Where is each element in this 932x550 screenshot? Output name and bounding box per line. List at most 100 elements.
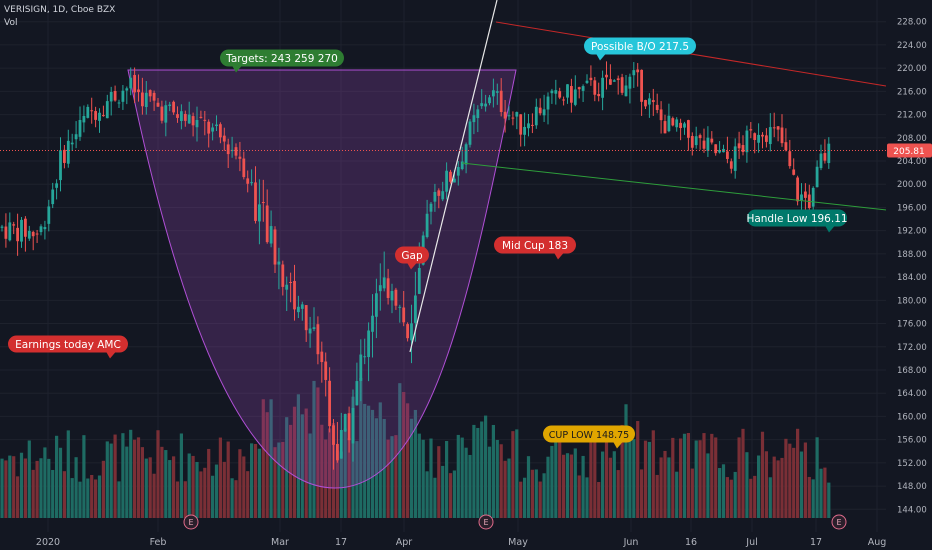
annotation-tail <box>825 225 835 233</box>
volume-bar <box>413 409 417 518</box>
volume-bar <box>417 433 421 518</box>
candle-body <box>519 114 523 135</box>
candle-body <box>538 107 542 114</box>
candle-body <box>776 126 780 130</box>
volume-bar <box>757 455 761 518</box>
candle-body <box>671 118 675 126</box>
candle-body <box>332 425 335 445</box>
annotation-bubble[interactable]: Earnings today AMC <box>8 335 128 359</box>
volume-bar <box>292 406 297 518</box>
candle-body <box>386 278 390 298</box>
y-tick-label: 148.00 <box>897 482 927 492</box>
volume-bar <box>62 471 66 518</box>
candle-body <box>183 113 187 121</box>
y-tick-label: 196.00 <box>897 203 927 213</box>
volume-bar <box>359 377 363 518</box>
annotation-bg <box>220 49 344 67</box>
candle-body <box>581 86 585 91</box>
annotation-bubble[interactable]: Possible B/O 217.5 <box>584 37 696 61</box>
volume-bar <box>406 403 410 518</box>
volume-bar <box>616 470 620 518</box>
candle-body <box>320 351 324 363</box>
candle-body <box>503 111 507 119</box>
annotation-tail <box>596 53 606 61</box>
last-price-badge: 205.81 <box>887 143 932 158</box>
candle-body <box>534 106 538 126</box>
earnings-marker[interactable]: E <box>831 514 847 530</box>
volume-bar <box>129 429 133 518</box>
volume-label: Vol <box>4 18 17 28</box>
volume-bar <box>515 429 519 518</box>
volume-bar <box>265 412 269 518</box>
annotation-bubble[interactable]: Targets: 243 259 270 <box>220 49 344 73</box>
volume-bar <box>55 435 59 518</box>
candle-body <box>499 90 503 113</box>
candle-body <box>312 327 316 329</box>
volume-bar <box>503 460 507 518</box>
candle-body <box>687 120 690 138</box>
candle-body <box>453 178 456 183</box>
candle-body <box>4 226 8 239</box>
annotation-bubble[interactable]: Mid Cup 183 <box>494 236 576 260</box>
candle-body <box>129 77 133 89</box>
volume-bar <box>569 454 573 518</box>
volume-bar <box>772 456 776 518</box>
candle-body <box>226 144 230 155</box>
volume-bar <box>491 424 495 518</box>
y-tick-label: 212.00 <box>897 111 927 121</box>
earnings-marker-label: E <box>836 518 841 527</box>
x-tick-label: Feb <box>150 537 167 548</box>
candle-body <box>729 161 733 169</box>
time-axis[interactable]: 2020 Feb Mar 17 Apr May Jun 16 Jul 17 Aug <box>36 537 886 548</box>
candle-body <box>573 89 577 105</box>
trend-lines <box>0 0 932 353</box>
volume-bar <box>374 418 378 518</box>
candle-body <box>402 307 406 323</box>
volume-bar <box>339 451 343 518</box>
volume-bar <box>593 434 597 518</box>
x-tick-label: 17 <box>810 537 822 548</box>
annotation-bubble[interactable]: Gap <box>395 246 429 270</box>
annotation-tail <box>613 441 623 449</box>
volume-bar <box>546 456 550 518</box>
volume-bar <box>214 464 219 518</box>
earnings-marker[interactable]: E <box>183 514 199 530</box>
y-tick-label: 164.00 <box>897 389 927 399</box>
volume-bar <box>448 473 453 518</box>
annotation-bubble[interactable]: CUP LOW 148.75 <box>543 425 635 449</box>
annotation-bubble[interactable]: Handle Low 196.11 <box>746 209 848 233</box>
candle-body <box>187 114 191 124</box>
candle-body <box>246 178 250 184</box>
candle-body <box>710 138 714 143</box>
candle-body <box>417 267 421 294</box>
candle-body <box>289 281 292 283</box>
candle-body <box>250 182 253 184</box>
volume-bar <box>421 439 425 518</box>
candle-body <box>550 90 554 94</box>
candle-body <box>488 97 491 104</box>
volume-bar <box>686 432 690 518</box>
candle-body <box>632 70 636 76</box>
candle-body <box>815 166 819 188</box>
volume-bar <box>452 470 456 518</box>
candle-body <box>726 151 729 159</box>
volume-bar <box>425 471 429 518</box>
volume-bar <box>487 446 492 518</box>
candle-body <box>339 429 343 459</box>
volume-bar <box>277 442 281 518</box>
volume-bar <box>429 438 433 518</box>
candle-body <box>437 190 441 196</box>
volume-bar <box>558 434 562 518</box>
cup-region <box>127 69 517 489</box>
candle-body <box>347 413 351 441</box>
candle-body <box>285 284 289 290</box>
price-axis[interactable]: 228.00 224.00 220.00 216.00 212.00 208.00 204.… <box>886 0 932 550</box>
candle-body <box>39 226 43 233</box>
candle-body <box>460 161 464 170</box>
volume-bar <box>620 424 624 518</box>
candle-body <box>238 156 242 159</box>
candle-body <box>609 79 612 85</box>
earnings-marker[interactable]: E <box>478 514 494 530</box>
x-tick-label: Jun <box>623 537 639 548</box>
